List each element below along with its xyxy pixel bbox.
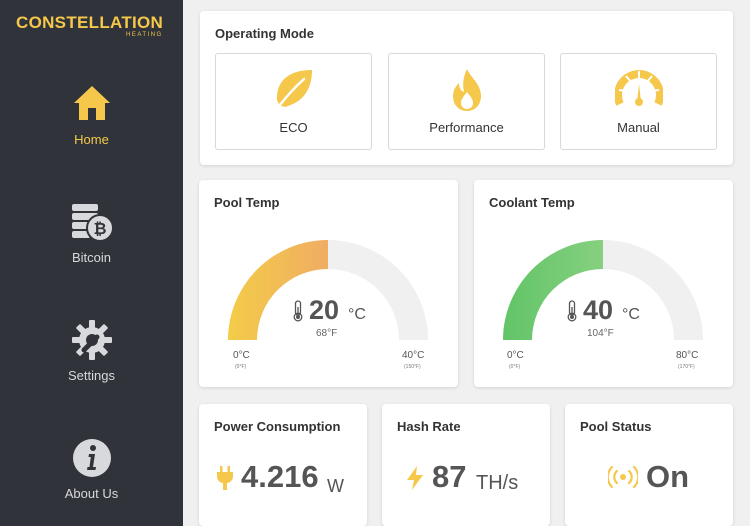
mode-performance-button[interactable]: Performance xyxy=(388,53,545,150)
pool-temp-min: 0°C xyxy=(233,350,250,361)
brand-logo: CONSTELLATION HEATING xyxy=(16,11,176,45)
hash-rate-value: 87 xyxy=(432,459,467,494)
hash-rate-unit: TH/s xyxy=(476,472,519,494)
pool-status-value: On xyxy=(646,459,690,494)
nav-settings-label: Settings xyxy=(68,368,115,383)
coolant-temp-value: 40 xyxy=(583,295,614,325)
pool-temp-min-f: (0°F) xyxy=(235,364,247,370)
nav-home-label: Home xyxy=(74,132,109,147)
coolant-temp-title: Coolant Temp xyxy=(489,195,575,210)
power-consumption-title: Power Consumption xyxy=(214,419,341,434)
coolant-temp-gauge xyxy=(503,240,703,340)
leaf-icon xyxy=(274,70,312,112)
pool-status-title: Pool Status xyxy=(580,419,652,434)
pool-status-card: Pool Status On xyxy=(565,404,733,526)
pool-temp-max-f: (150°F) xyxy=(404,364,421,370)
mode-manual-label: Manual xyxy=(617,120,660,135)
pool-temp-card: Pool Temp 20 °C 68°F 0°C (0°F) 40°C (150… xyxy=(199,180,458,387)
coolant-temp-max: 80°C xyxy=(676,350,699,361)
lightning-icon xyxy=(407,466,423,490)
gauge-fill xyxy=(228,240,328,340)
power-consumption-unit: W xyxy=(327,476,344,496)
operating-mode-title: Operating Mode xyxy=(215,26,314,41)
coolant-temp-max-f: (170°F) xyxy=(678,364,695,370)
pool-temp-gauge xyxy=(228,240,428,340)
mode-manual-button[interactable]: Manual xyxy=(560,53,717,150)
thermometer-icon xyxy=(567,300,577,322)
home-icon xyxy=(73,86,110,120)
hash-rate-title: Hash Rate xyxy=(397,419,461,434)
nav-bitcoin[interactable]: ₿ Bitcoin xyxy=(0,200,183,265)
coolant-temp-min: 0°C xyxy=(507,350,524,361)
plug-icon xyxy=(217,466,233,490)
flame-icon xyxy=(452,69,481,111)
speedometer-icon xyxy=(614,70,663,106)
mode-performance-label: Performance xyxy=(429,120,504,135)
info-icon xyxy=(72,439,111,477)
coolant-temp-fahrenheit: 104°F xyxy=(587,328,614,339)
pool-temp-title: Pool Temp xyxy=(214,195,280,210)
pool-temp-fahrenheit: 68°F xyxy=(316,328,338,339)
gear-wrench-icon xyxy=(71,320,112,360)
bitcoin-icon: ₿ xyxy=(71,204,114,242)
mode-eco-label: ECO xyxy=(279,120,308,135)
broadcast-icon xyxy=(608,466,638,488)
mode-eco-button[interactable]: ECO xyxy=(215,53,372,150)
nav-about[interactable]: About Us xyxy=(0,436,183,501)
thermometer-icon xyxy=(293,300,303,322)
pool-temp-unit: °C xyxy=(348,306,366,323)
brand-name: CONSTELLATION xyxy=(16,13,164,32)
nav-bitcoin-label: Bitcoin xyxy=(71,250,112,265)
coolant-temp-unit: °C xyxy=(622,306,640,323)
pool-temp-value: 20 xyxy=(309,295,340,325)
operating-mode-card: Operating Mode ECO Performance M xyxy=(200,11,733,165)
pool-temp-max: 40°C xyxy=(402,350,425,361)
nav-home[interactable]: Home xyxy=(0,82,183,147)
brand-sub: HEATING xyxy=(126,32,163,38)
nav-settings[interactable]: Settings xyxy=(0,318,183,383)
nav-about-label: About Us xyxy=(64,486,119,501)
coolant-temp-min-f: (0°F) xyxy=(509,364,521,370)
svg-text:₿: ₿ xyxy=(93,219,106,238)
power-consumption-value: 4.216 xyxy=(241,459,319,494)
power-consumption-card: Power Consumption 4.216 W xyxy=(199,404,367,526)
sidebar: CONSTELLATION HEATING Home ₿ Bitcoin xyxy=(0,0,183,526)
gauge-fill xyxy=(503,240,603,340)
hash-rate-card: Hash Rate 87 TH/s xyxy=(382,404,550,526)
coolant-temp-card: Coolant Temp 40 °C 104°F 0°C (0°F) 80°C … xyxy=(474,180,733,387)
